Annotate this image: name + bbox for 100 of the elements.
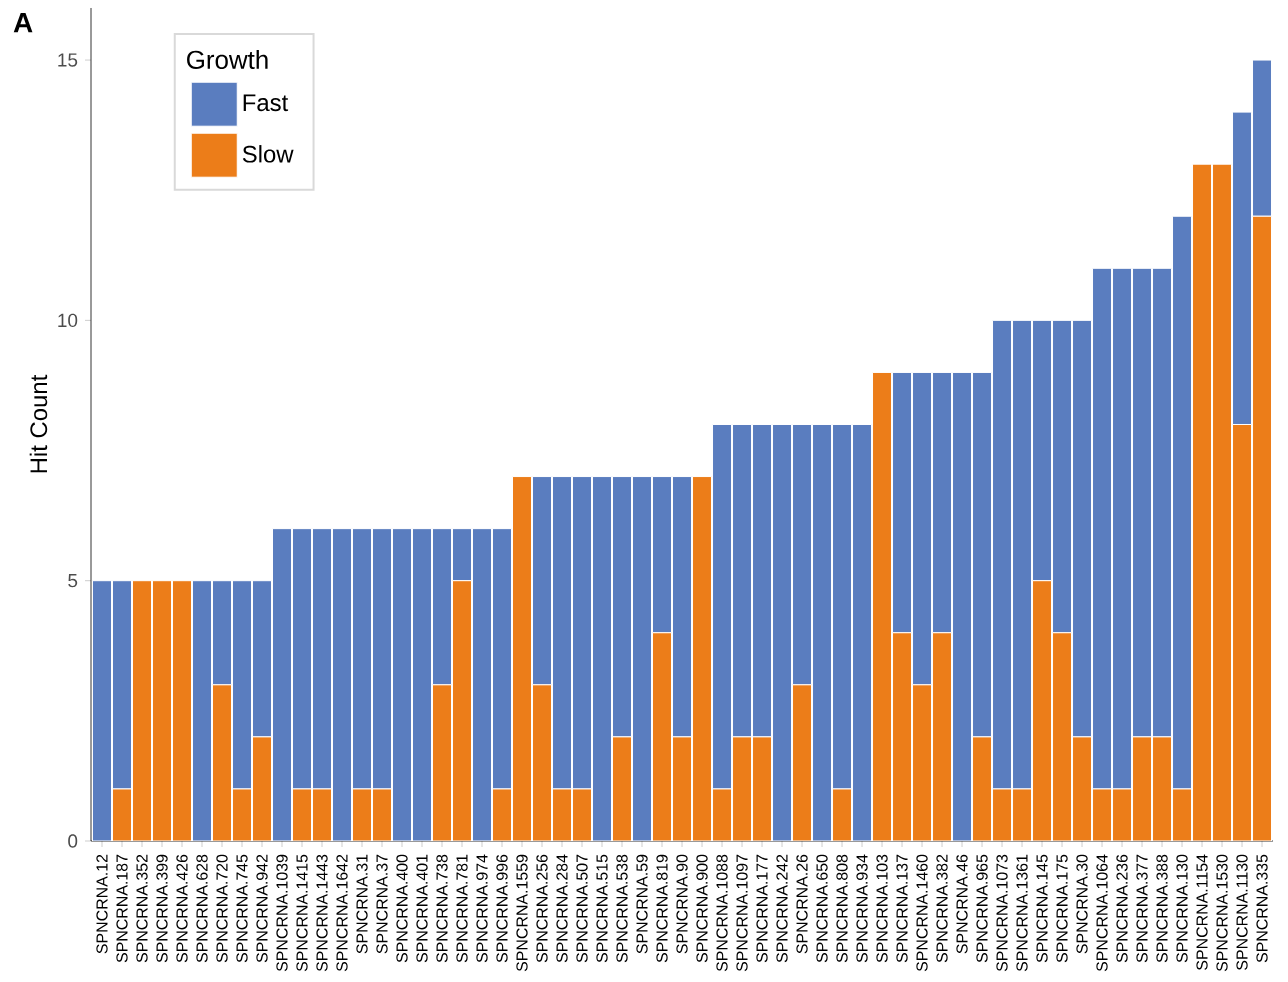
x-tick-label: SPNCRNA.284 xyxy=(556,854,568,963)
x-tick-label: SPNCRNA.46 xyxy=(956,854,968,954)
x-tick-label: SPNCRNA.377 xyxy=(1136,854,1148,963)
x-tick-label: SPNCRNA.30 xyxy=(1076,854,1088,954)
x-tick-label: SPNCRNA.900 xyxy=(696,854,708,963)
bar xyxy=(752,736,773,841)
bar xyxy=(412,528,433,841)
bar xyxy=(512,476,533,841)
y-axis-title: Hit Count xyxy=(29,374,48,473)
x-tick-label: SPNCRNA.256 xyxy=(536,854,548,963)
bar xyxy=(812,423,833,841)
bar xyxy=(732,423,753,738)
bar xyxy=(672,736,693,841)
bar xyxy=(332,528,353,841)
bar xyxy=(192,580,213,841)
x-tick-label: SPNCRNA.12 xyxy=(96,854,108,954)
bar xyxy=(1132,736,1153,841)
bar xyxy=(452,580,473,841)
bar xyxy=(212,684,233,841)
bar xyxy=(992,319,1013,790)
bar xyxy=(112,788,132,841)
bar xyxy=(612,476,633,738)
bar xyxy=(652,632,673,841)
bar xyxy=(292,528,313,790)
bar xyxy=(912,371,933,686)
bar xyxy=(1212,163,1233,841)
bar xyxy=(752,423,773,738)
x-tick-label: SPNCRNA.650 xyxy=(816,854,828,963)
bar xyxy=(832,788,853,841)
bar xyxy=(912,684,933,841)
bar xyxy=(1112,788,1133,841)
bar xyxy=(732,736,753,841)
bar xyxy=(372,528,393,790)
bar xyxy=(1052,632,1073,841)
bar xyxy=(572,788,593,841)
bar xyxy=(1092,267,1113,790)
bar xyxy=(212,580,233,686)
bar xyxy=(1112,267,1133,790)
x-tick-label: SPNCRNA.177 xyxy=(756,854,768,963)
x-tick-label: SPNCRNA.934 xyxy=(856,854,868,963)
bar xyxy=(552,476,573,790)
x-tick-label: SPNCRNA.26 xyxy=(796,854,808,954)
bar xyxy=(312,528,333,790)
bar xyxy=(952,371,973,841)
bar xyxy=(1032,319,1053,582)
x-tick-label: SPNCRNA.37 xyxy=(376,854,388,954)
bar xyxy=(552,788,573,841)
x-tick-label: SPNCRNA.399 xyxy=(156,854,168,963)
bar xyxy=(1032,580,1053,841)
bar xyxy=(972,736,993,841)
bar xyxy=(152,580,172,841)
x-tick-label: SPNCRNA.720 xyxy=(216,854,228,963)
bar xyxy=(1172,788,1193,841)
bar xyxy=(892,371,913,634)
x-tick-label: SPNCRNA.242 xyxy=(776,854,788,963)
bar xyxy=(232,788,253,841)
bar xyxy=(972,371,993,738)
x-tick-label: SPNCRNA.59 xyxy=(636,854,648,954)
bar xyxy=(892,632,913,841)
x-tick-label: SPNCRNA.352 xyxy=(136,854,148,963)
x-tick-label: SPNCRNA.1361 xyxy=(1016,854,1028,972)
x-tick-label: SPNCRNA.103 xyxy=(876,854,888,963)
bar xyxy=(352,788,373,841)
bar xyxy=(792,684,813,841)
bar xyxy=(1192,163,1213,841)
bar xyxy=(632,476,653,841)
text: A xyxy=(13,13,33,33)
x-tick-label: SPNCRNA.781 xyxy=(456,854,468,963)
bar xyxy=(672,476,693,738)
bar xyxy=(932,632,953,841)
x-tick-label: SPNCRNA.1460 xyxy=(916,854,928,972)
x-tick-label: SPNCRNA.145 xyxy=(1036,854,1048,963)
bar xyxy=(1252,59,1273,217)
x-tick-label: SPNCRNA.808 xyxy=(836,854,848,963)
bar xyxy=(1172,215,1193,790)
x-tick-label: SPNCRNA.1530 xyxy=(1216,854,1228,972)
bar xyxy=(1012,788,1033,841)
x-tick-label: SPNCRNA.175 xyxy=(1056,854,1068,963)
y-tick-label: 0 xyxy=(68,834,78,848)
x-tick-label: SPNCRNA.401 xyxy=(416,854,428,963)
x-tick-label: SPNCRNA.1064 xyxy=(1096,854,1108,972)
x-tick-label: SPNCRNA.130 xyxy=(1176,854,1188,963)
bar xyxy=(392,528,413,841)
x-tick-label: SPNCRNA.628 xyxy=(196,854,208,963)
x-tick-label: SPNCRNA.1073 xyxy=(996,854,1008,972)
x-tick-label: SPNCRNA.515 xyxy=(596,854,608,963)
legend-label: Slow xyxy=(242,145,294,163)
bar xyxy=(1132,267,1153,738)
bar xyxy=(452,528,473,582)
bar xyxy=(992,788,1013,841)
bar xyxy=(932,371,953,634)
x-tick-label: SPNCRNA.965 xyxy=(976,854,988,963)
bar xyxy=(712,423,733,790)
x-tick-label: SPNCRNA.507 xyxy=(576,854,588,963)
x-tick-label: SPNCRNA.538 xyxy=(616,854,628,963)
x-tick-label: SPNCRNA.1039 xyxy=(276,854,288,972)
y-tick-label: 15 xyxy=(58,53,78,67)
bar xyxy=(712,788,733,841)
bar xyxy=(1052,319,1073,634)
bar xyxy=(532,684,553,841)
